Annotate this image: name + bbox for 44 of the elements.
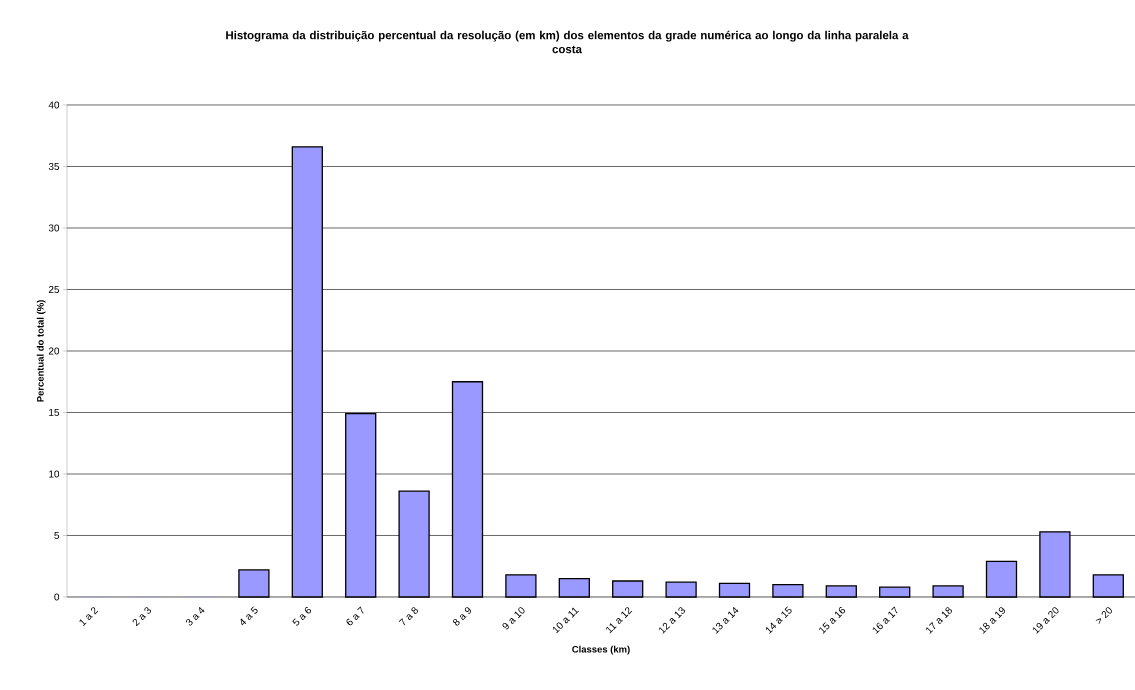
y-tick-label: 20 <box>48 347 60 355</box>
y-tick-label: 5 <box>54 532 60 539</box>
y-tick-label: 30 <box>48 224 60 232</box>
bar <box>772 584 804 598</box>
x-tick-label: 18 a 19 <box>979 607 1006 634</box>
bar <box>612 580 644 598</box>
x-tick-label: 3 a 4 <box>186 606 205 626</box>
x-tick-label: 8 a 9 <box>453 607 472 626</box>
bar <box>879 586 911 598</box>
x-tick-label: 17 a 18 <box>926 607 952 634</box>
x-tick-label: 9 a 10 <box>502 607 525 630</box>
x-tick-label: 15 a 16 <box>819 607 846 634</box>
x-tick-label: 7 a 8 <box>398 607 418 626</box>
x-tick-label: 1 a 2 <box>79 607 99 626</box>
y-tick-label: 40 <box>48 101 60 109</box>
x-tick-label: 2 a 3 <box>132 607 151 627</box>
x-tick-label: 13 a 14 <box>712 606 739 634</box>
y-tick-label: 10 <box>49 470 60 478</box>
x-axis-title: Classes (km) <box>572 645 630 655</box>
y-tick-label: 35 <box>48 162 60 171</box>
x-tick-label: 4 a 5 <box>240 606 258 626</box>
bar <box>825 585 857 598</box>
x-tick-label: 14 a 15 <box>765 606 792 634</box>
bar <box>558 577 590 598</box>
bar <box>665 581 697 598</box>
y-tick-label: 0 <box>54 593 60 601</box>
chart-title: Histograma da distribuição percentual da resolução (em km) dos elementos da grade numérica ao longo da linha paralela a costa <box>226 30 909 54</box>
y-tick-label: 25 <box>48 285 60 294</box>
y-axis-title: Percentual do total (%) <box>36 300 46 402</box>
bar <box>505 574 537 598</box>
bar <box>1092 574 1124 598</box>
x-tick-label: > 20 <box>1095 607 1112 624</box>
bar <box>238 569 270 598</box>
bar <box>932 585 964 598</box>
y-tick-label: 15 <box>49 409 60 416</box>
x-tick-label: 6 a 7 <box>346 606 364 626</box>
x-tick-label: 11 a 12 <box>606 607 633 634</box>
bar <box>985 560 1018 598</box>
bar <box>718 582 751 598</box>
x-tick-label: 12 a 13 <box>659 607 685 634</box>
x-tick-label: 19 a 20 <box>1032 607 1059 634</box>
x-tick-label: 5 a 6 <box>292 607 312 626</box>
x-tick-label: 10 a 11 <box>552 607 579 634</box>
x-tick-label: 16 a 17 <box>872 606 898 634</box>
